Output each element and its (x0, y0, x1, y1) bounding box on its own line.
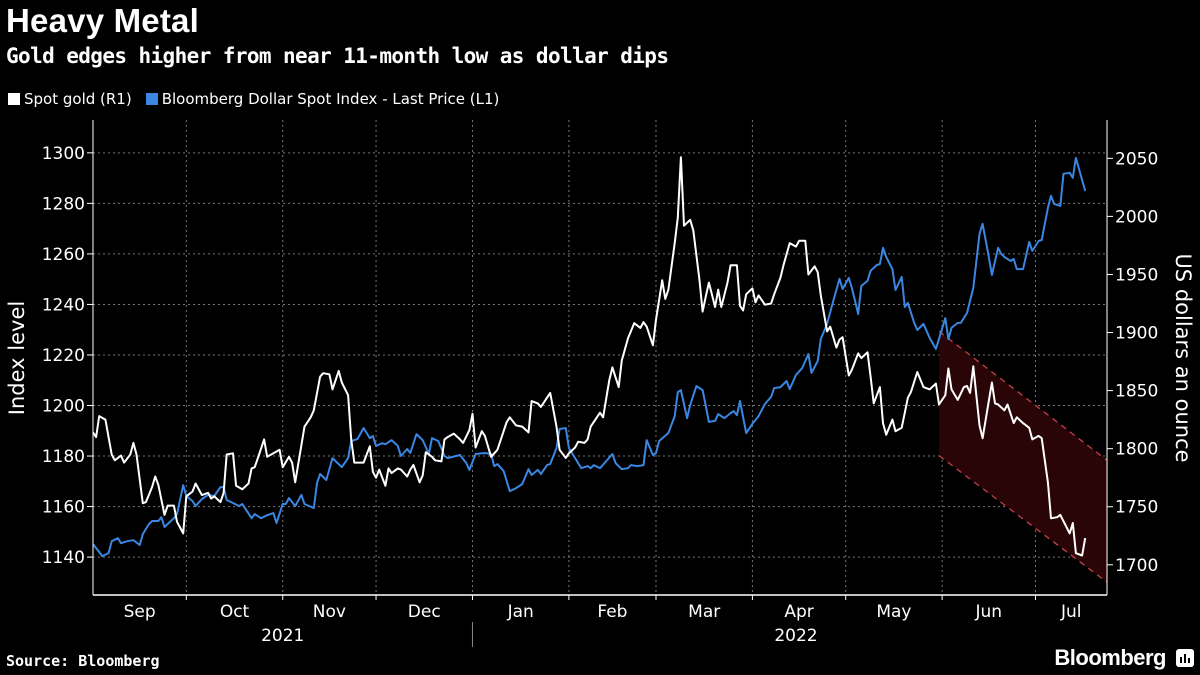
legend: Spot gold (R1) Bloomberg Dollar Spot Ind… (8, 90, 499, 108)
chart-title: Heavy Metal (6, 2, 199, 39)
x-tick-label: Nov (313, 602, 346, 622)
y-left-tick-label: 1240 (42, 295, 85, 315)
y-left-tick-label: 1260 (42, 245, 85, 265)
legend-label-gold: Spot gold (R1) (24, 90, 132, 108)
y-left-axis-title: Index level (5, 301, 29, 415)
chart-subtitle: Gold edges higher from near 11-month low… (6, 44, 669, 68)
legend-swatch-dollar (145, 93, 158, 105)
y-left-tick-label: 1280 (42, 194, 85, 214)
x-tick-label: Jan (507, 602, 534, 622)
y-right-axis-title: US dollars an ounce (1171, 253, 1195, 462)
y-right-tick-label: 1700 (1115, 556, 1158, 576)
trend-channel (938, 330, 1108, 583)
legend-item-dollar: Bloomberg Dollar Spot Index - Last Price… (145, 90, 500, 108)
legend-label-dollar: Bloomberg Dollar Spot Index - Last Price… (161, 90, 500, 108)
x-tick-label: Sep (124, 602, 156, 622)
x-tick-label: Jun (975, 602, 1003, 622)
channel-lower-line (938, 455, 1108, 583)
legend-swatch-gold (8, 93, 20, 105)
gold-series-line (92, 156, 1087, 557)
y-left-tick-label: 1180 (42, 447, 85, 467)
y-left-tick-label: 1200 (42, 397, 85, 417)
y-right-tick-label: 1850 (1115, 382, 1158, 402)
bloomberg-logo: Bloomberg (1054, 645, 1166, 670)
y-left-tick-label: 1220 (42, 346, 85, 366)
x-tick-label: Dec (408, 602, 441, 622)
source-note: Source: Bloomberg (6, 652, 160, 670)
y-right-tick-label: 1950 (1115, 265, 1158, 285)
y-left-tick-label: 1160 (42, 498, 85, 518)
year-label: 2022 (774, 626, 817, 646)
y-right-tick-label: 2050 (1115, 149, 1158, 169)
dollar-index-series-line (92, 156, 1087, 558)
bloomberg-chart-icon (1176, 649, 1194, 667)
axes: 1140 1160 1180 1200 1220 1240 1260 1280 1300 1700… (42, 120, 1158, 647)
y-left-tick-label: 1300 (42, 144, 85, 164)
channel-upper-line (938, 330, 1108, 461)
x-tick-label: Mar (688, 602, 720, 622)
year-label: 2021 (261, 626, 304, 646)
series-lines (92, 156, 1087, 558)
y-right-tick-label: 1800 (1115, 440, 1158, 460)
legend-item-gold: Spot gold (R1) (8, 90, 132, 108)
x-tick-label: Oct (220, 602, 250, 622)
x-tick-label: Jul (1060, 602, 1082, 622)
x-tick-label: Apr (784, 602, 813, 622)
x-tick-label: Feb (597, 602, 627, 622)
channel-fill (939, 331, 1107, 583)
y-right-tick-label: 1900 (1115, 324, 1158, 344)
x-tick-label: May (876, 602, 911, 622)
y-left-tick-label: 1140 (42, 548, 85, 568)
y-right-tick-label: 2000 (1115, 207, 1158, 227)
y-right-tick-label: 1750 (1115, 498, 1158, 518)
